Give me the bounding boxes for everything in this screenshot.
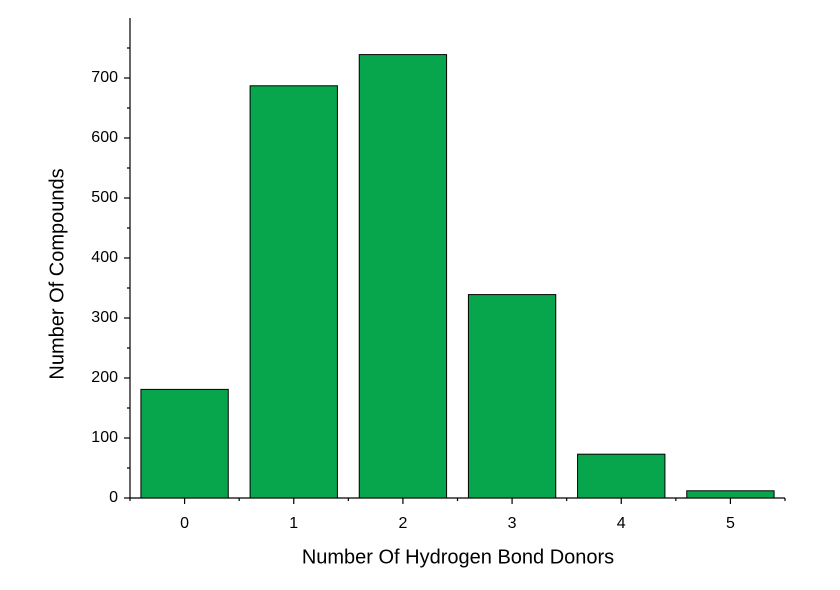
bar (577, 453, 666, 499)
y-tick-label: 400 (91, 249, 118, 266)
y-tick-label: 200 (91, 369, 118, 386)
bar (467, 294, 557, 499)
y-tick-label: 100 (91, 429, 118, 446)
y-tick-label: 0 (109, 489, 118, 506)
x-tick-label: 3 (508, 515, 517, 532)
x-tick-label: 5 (726, 515, 735, 532)
y-tick-label: 700 (91, 69, 118, 86)
x-tick-label: 4 (617, 515, 626, 532)
bar (249, 85, 338, 499)
x-tick-label: 1 (289, 515, 298, 532)
y-tick-label: 500 (91, 189, 118, 206)
bar (140, 388, 229, 499)
y-tick-label: 300 (91, 309, 118, 326)
x-tick-label: 2 (398, 515, 407, 532)
x-axis-title: Number Of Hydrogen Bond Donors (302, 546, 614, 568)
bar (358, 54, 448, 499)
y-axis-title: Number Of Compounds (46, 168, 68, 379)
bar (686, 490, 775, 499)
y-tick-label: 600 (91, 129, 118, 146)
x-tick-label: 0 (180, 515, 189, 532)
